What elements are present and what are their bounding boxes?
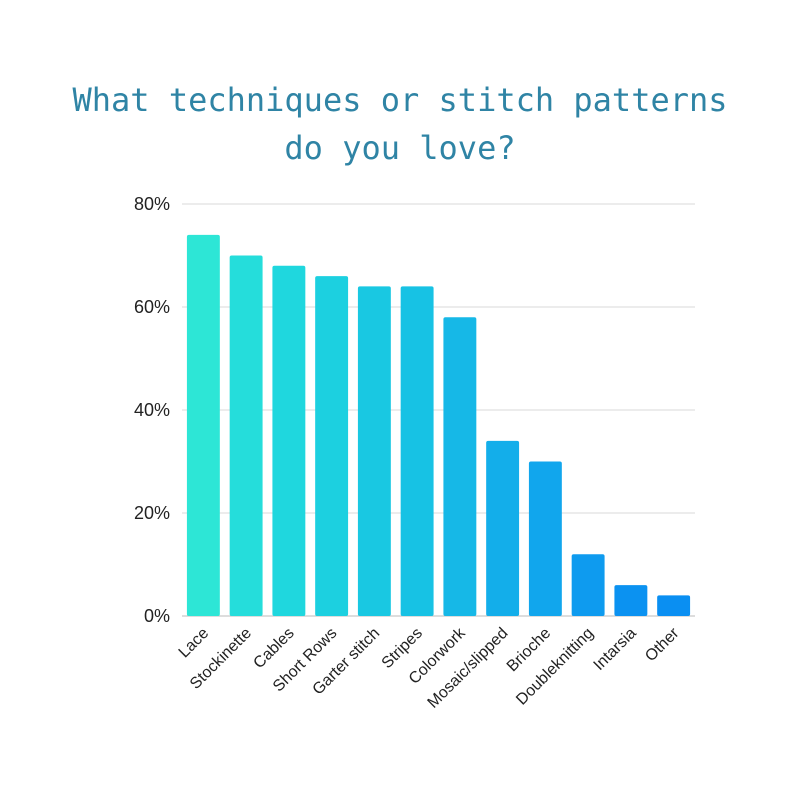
bar (614, 585, 648, 616)
gridlines (182, 203, 695, 617)
x-tick-label: Intarsia (591, 625, 640, 674)
y-tick-label: 60% (134, 297, 170, 317)
bar (571, 554, 605, 616)
chart-title-line-1: What techniques or stitch patterns (72, 81, 728, 119)
bar (400, 286, 434, 616)
bar (528, 461, 562, 616)
y-tick-label: 20% (134, 503, 170, 523)
bar (443, 317, 477, 616)
x-tick-label: Mosaic/slipped (425, 625, 512, 712)
bars (186, 234, 691, 616)
chart-title: What techniques or stitch patterns do yo… (0, 76, 800, 172)
y-tick-label: 80% (134, 194, 170, 214)
x-tick-label: Doubleknitting (513, 625, 597, 709)
y-axis-ticks: 0% 20% 40% 60% 80% (134, 194, 170, 626)
bar (186, 234, 220, 616)
bar (315, 276, 349, 616)
bar (229, 255, 263, 616)
bar (272, 265, 306, 616)
x-tick-label: Lace (176, 625, 213, 662)
bar (357, 286, 391, 616)
y-tick-label: 0% (144, 606, 170, 626)
y-tick-label: 40% (134, 400, 170, 420)
bar (657, 595, 691, 616)
chart-title-line-2: do you love? (284, 129, 516, 167)
x-tick-label: Other (642, 624, 683, 665)
bar (486, 440, 520, 616)
